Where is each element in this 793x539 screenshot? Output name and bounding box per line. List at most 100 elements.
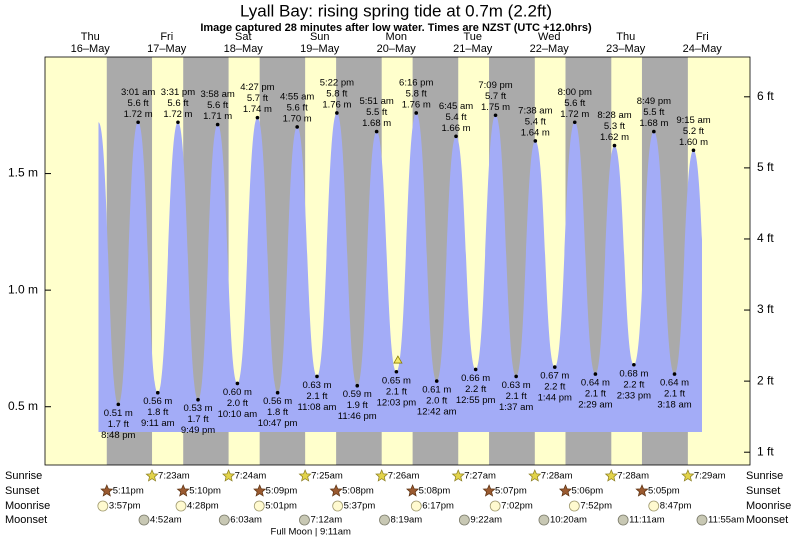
tide-height: 1.68 m [639,118,668,129]
row-label: Sunrise [746,470,783,482]
sunset-icon [329,484,343,497]
sunrise-icon [451,469,465,482]
sunset-time: 5:11pm [113,486,144,497]
y2-tick-label: 1 ft [757,444,774,458]
tide-height: 0.63 m [502,380,531,391]
tide-height: 0.56 m [143,396,172,407]
day-name: Tue [463,31,482,43]
sunset-icon [253,484,267,497]
tide-feet: 5.8 ft [326,88,347,99]
moonset-icon [299,514,310,526]
tide-feet: 5.3 ft [604,121,625,132]
moonset-time: 4:52am [150,515,182,526]
moonset-time: 10:20am [550,515,587,526]
sunrise-icon [375,469,389,482]
plot-frame [44,56,751,466]
sunset-icon [635,484,649,497]
moonset-time: 6:03am [230,515,262,526]
high-tide-point [691,148,696,153]
sunset-time: 5:05pm [648,486,680,497]
moonrise-icon [489,500,501,512]
day-name: Mon [386,31,407,43]
tide-height: 1.60 m [679,137,708,148]
moonset-icon [138,514,150,526]
tide-feet: 5.5 ft [366,107,387,118]
sunrise-time: 7:29am [694,471,726,482]
tide-height: 0.56 m [263,396,292,407]
tide-feet: 5.6 ft [128,98,149,109]
day-date: 18–May [224,43,264,55]
tide-height: 1.72 m [163,109,192,120]
tide-time: 11:46 pm [338,411,377,422]
overlay: Thu16–MayFri17–MaySat18–MaySun19–MayMon2… [5,31,791,538]
tide-height: 0.65 m [382,375,411,386]
row-label: Moonrise [746,500,791,512]
tide-height: 0.67 m [540,371,569,382]
sunset-time: 5:09pm [266,486,298,497]
low-tide-point [235,381,240,386]
sunrise-icon [604,469,618,482]
low-tide-point [155,390,160,395]
sunrise-time: 7:23am [158,471,190,482]
day-name: Fri [160,31,173,43]
high-tide-point [176,120,180,125]
row-label: Moonset [746,514,788,526]
day-date: 21–May [453,43,493,55]
day-name: Fri [696,31,709,43]
tide-time: 5:51 am [359,96,393,107]
y2-tick-label: 4 ft [757,231,774,245]
tide-feet: 2.0 ft [227,398,248,409]
low-tide-point [672,372,677,376]
tide-time: 9:15 am [676,115,710,126]
tide-height: 0.64 m [660,378,689,389]
tide-time: 9:49 pm [181,425,215,436]
moonrise-time: 6:17pm [422,501,454,512]
tide-height: 1.74 m [243,104,272,115]
tide-feet: 2.1 ft [506,391,527,402]
low-tide-point [552,365,557,369]
tide-time: 9:11 am [141,418,175,429]
tide-area [98,112,702,432]
row-label: Sunset [746,485,780,497]
low-tide-point [315,374,319,379]
low-tide-point [196,397,200,402]
high-tide-point [493,113,498,118]
tide-time: 8:00 pm [558,87,592,98]
sunrise-time: 7:25am [311,471,343,482]
tide-feet: 1.8 ft [267,407,288,418]
tide-time: 2:33 pm [617,390,651,401]
low-tide-point [434,379,439,383]
moonrise-time: 5:01pm [265,501,297,512]
day-name: Sat [235,31,252,43]
tide-height: 1.64 m [521,127,550,138]
chart-subtitle: Image captured 28 minutes after low wate… [200,22,592,34]
sunset-icon [176,484,190,497]
y2-tick-label: 6 ft [757,89,774,103]
tide-height: 0.61 m [422,385,451,396]
tide-feet: 1.8 ft [147,407,168,418]
moonset-icon [379,514,390,526]
tide-feet: 1.7 ft [187,414,208,425]
low-tide-point [632,362,636,367]
tide-height: 1.76 m [322,99,351,110]
tide-height: 1.68 m [362,118,391,129]
tide-time: 8:28 am [597,110,631,121]
moonrise-time: 3:57pm [109,501,141,512]
tide-feet: 2.1 ft [306,391,327,402]
high-tide-point [136,120,140,125]
low-tide-point [275,390,280,395]
day-name: Wed [538,31,560,43]
sunset-icon [406,484,420,497]
tide-height: 1.76 m [402,99,431,110]
tide-time: 7:38 am [518,105,552,116]
tide-height: 0.63 m [302,380,331,391]
tide-time: 1:37 am [499,402,533,413]
tide-time: 10:10 am [218,409,258,420]
tide-feet: 5.7 ft [485,91,506,102]
y2-tick-label: 2 ft [757,373,774,387]
high-tide-point [374,129,379,134]
tide-height: 0.60 m [223,387,252,398]
moonset-time: 7:12am [310,515,342,526]
